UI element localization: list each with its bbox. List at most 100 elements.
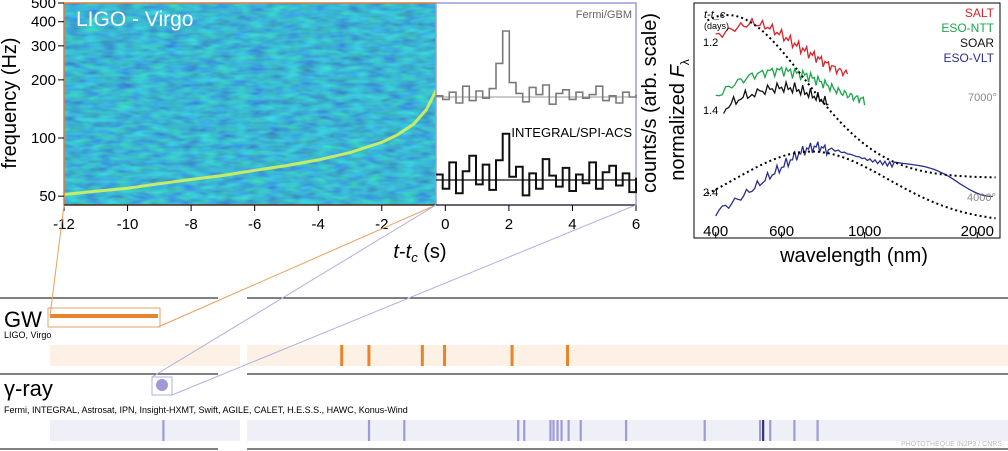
gw-event-marker [510, 345, 514, 366]
x-tick-label: 2 [505, 216, 513, 233]
spectrogram-y-ticks: 50 100 200 300 400 500 [31, 0, 64, 205]
gamma-connector-right [171, 204, 637, 396]
gamma-event-marker [793, 420, 796, 441]
gw-event-marker [367, 345, 371, 366]
y-tick-label: 200 [31, 72, 56, 89]
gamma-event-marker [567, 420, 570, 441]
y-tick-label: 100 [31, 130, 56, 147]
gw-band-right [247, 345, 1008, 366]
x-tick-label: -12 [53, 216, 75, 233]
x-tick-label: 6 [632, 216, 640, 233]
gamma-event-marker [816, 420, 819, 441]
spectrum-soar [723, 79, 829, 114]
gamma-events [162, 420, 819, 441]
bb-label-7000: 7000° [968, 92, 997, 104]
gamma-event-marker [703, 420, 706, 441]
gamma-event-marker [523, 420, 526, 441]
gamma-band-left [50, 420, 240, 441]
gbm-label: Fermi/GBM [576, 9, 632, 21]
x-tick-label: -10 [117, 216, 139, 233]
gw-row-title: GW [4, 307, 42, 332]
x-tick-label: -2 [375, 216, 388, 233]
epoch-label-3: 2.4 [703, 187, 718, 199]
spectra-x-tick-label: 400 [703, 223, 728, 240]
gamma-event-marker [403, 420, 406, 441]
gamma-event-marker [769, 420, 772, 441]
spectra-x-ticks: 400 600 1000 2000 [703, 223, 994, 240]
spi-label: INTEGRAL/SPI-ACS [511, 125, 632, 140]
epoch-header-unit: (days) [704, 21, 729, 31]
spectra-ylabel: normalized Fλ [667, 59, 692, 181]
spectrogram-ylabel: frequency (Hz) [0, 37, 21, 168]
gamma-band-right [247, 420, 1008, 441]
gamma-event-marker [552, 420, 555, 441]
x-tick-label: -6 [248, 216, 261, 233]
gw-detectors: LIGO, Virgo [4, 330, 51, 340]
timeline: GW LIGO, Virgo γ-ray Fermi, INTEGRAL, As… [0, 297, 1008, 450]
photo-credit: PHOTOTHEQUE IN2P3 / CNRS [901, 441, 1002, 448]
gamma-detectors: Fermi, INTEGRAL, Astrosat, IPN, Insight-… [4, 405, 408, 415]
y-tick-label: 500 [31, 0, 56, 12]
time-axis: -12 -10 -8 -6 -4 -2 0 2 4 6 [53, 204, 640, 233]
spectra-series [715, 17, 993, 217]
gw-band-left [50, 345, 240, 366]
blackbody-7000 [706, 13, 996, 179]
gw-event-marker [420, 345, 424, 366]
gw-event-marker [340, 345, 344, 366]
spectra-frame [693, 2, 1001, 239]
gamma-event-marker [517, 420, 520, 441]
x-tick-label: 0 [441, 216, 449, 233]
blackbody-4000 [706, 150, 996, 220]
spectrum-salt [715, 17, 849, 78]
bb-label-4000: 4000° [967, 192, 996, 204]
chirp-track [64, 86, 436, 196]
spectrum-eso-vlt [715, 141, 993, 217]
epoch-label-1: 1.2 [703, 37, 718, 49]
gw-connector-left [49, 204, 65, 317]
gamma-event-marker [367, 420, 371, 441]
gamma-event-marker [579, 420, 582, 441]
spectra-x-tick-label: 600 [769, 223, 794, 240]
spectrum-eso-ntt [715, 65, 866, 106]
epoch-header: t-t_c [704, 9, 726, 21]
gamma-connector-box [151, 376, 173, 396]
light-curves-panel: Fermi/GBM INTEGRAL/SPI-ACS counts/s (arb… [435, 2, 661, 206]
gw-events [340, 345, 570, 366]
x-tick-label: -4 [312, 216, 325, 233]
legend-salt: SALT [965, 6, 995, 20]
legend-eso-vlt: ESO-VLT [944, 51, 995, 65]
gamma-event-marker [560, 420, 563, 441]
y-tick-label: 300 [31, 38, 56, 55]
gw-connector-right [157, 204, 437, 328]
gamma-event-marker [556, 420, 559, 441]
gamma-event-marker [162, 420, 165, 441]
y-tick-label: 400 [31, 14, 56, 31]
gbm-light-curve [436, 30, 637, 105]
gamma-connector-left [151, 204, 437, 378]
gamma-event-marker [759, 420, 762, 441]
time-axis-label: t-tc (s) [393, 241, 446, 265]
gw-event-marker [443, 345, 447, 366]
gw-connector-box [47, 307, 161, 328]
spectrogram-title: LIGO - Virgo [76, 8, 194, 31]
gamma-event-marker [549, 420, 552, 441]
gw-event-marker [566, 345, 570, 366]
gamma-row-title: γ-ray [4, 376, 53, 401]
legend-eso-ntt: ESO-NTT [941, 21, 994, 35]
x-tick-label: 4 [568, 216, 576, 233]
spi-light-curve [436, 132, 637, 197]
gamma-event-marker [624, 420, 628, 441]
legend-soar: SOAR [960, 36, 994, 50]
spectra-x-tick-label: 2000 [961, 223, 994, 240]
epoch-label-2: 1.4 [703, 105, 718, 117]
spectra-x-tick-label: 1000 [848, 223, 881, 240]
x-tick-label: -8 [184, 216, 197, 233]
gamma-signal-marker [156, 379, 168, 391]
gamma-event-marker [762, 420, 765, 441]
spectra-xlabel: wavelength (nm) [779, 245, 928, 267]
spectrogram-panel: LIGO - Virgo 50 100 200 300 400 500 frequency… [0, 0, 437, 206]
y-tick-label: 50 [39, 188, 56, 205]
